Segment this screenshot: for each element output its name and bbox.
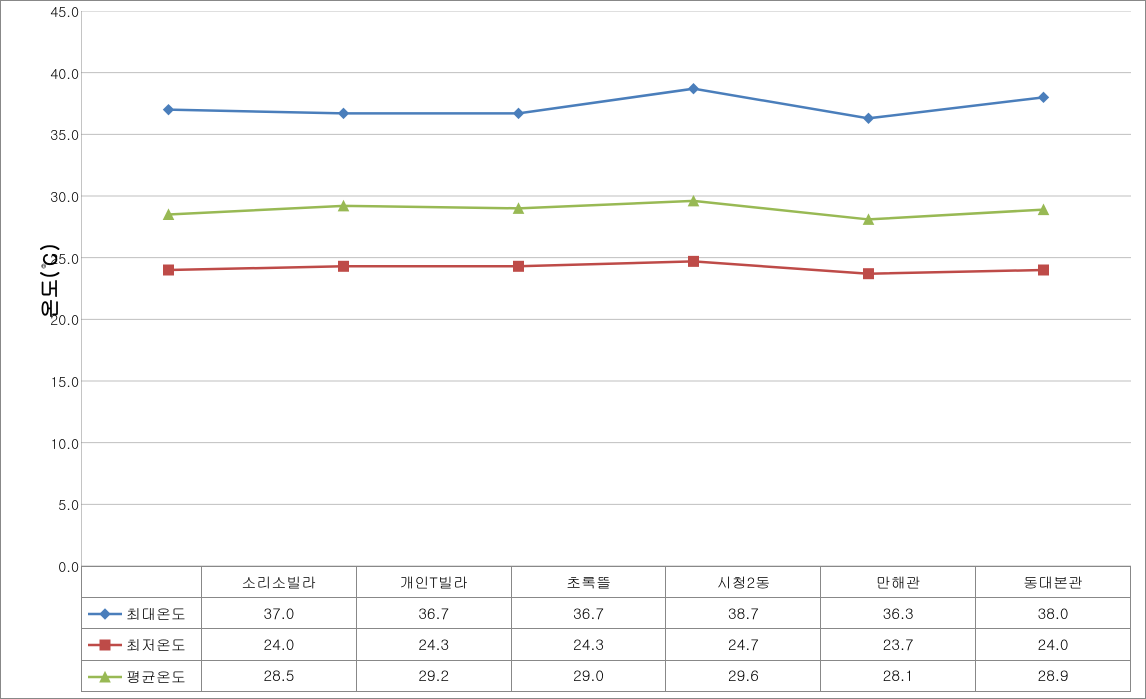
table-value-cell: 36.3	[821, 598, 976, 629]
y-tick-label: 10.0	[39, 433, 79, 453]
table-value-cell: 36.7	[356, 598, 511, 629]
y-tick-label: 45.0	[39, 1, 79, 21]
table-category-header: 동대본관	[976, 567, 1131, 598]
table-row: 최저온도24.024.324.324.723.724.0	[82, 629, 1131, 660]
legend-cell: 최대온도	[82, 598, 202, 629]
table-row: 평균온도 28.529.229.029.628.128.9	[82, 660, 1131, 691]
y-tick-label: 15.0	[39, 371, 79, 391]
table-value-cell: 37.0	[202, 598, 357, 629]
plot-area	[81, 11, 1131, 566]
table-value-cell: 24.0	[202, 629, 357, 660]
y-tick-label: 5.0	[39, 494, 79, 514]
legend-swatch-icon	[88, 607, 122, 621]
y-axis-ticks: 0.05.010.015.020.025.030.035.040.045.0	[39, 11, 79, 566]
data-table: 소리소빌라개인T빌라초록뜰시청2동만해관동대본관최대온도37.036.736.7…	[81, 566, 1131, 692]
table-value-cell: 23.7	[821, 629, 976, 660]
table-corner-cell	[82, 567, 202, 598]
table-category-header: 개인T빌라	[356, 567, 511, 598]
legend-swatch-icon	[88, 638, 122, 652]
y-tick-label: 0.0	[39, 556, 79, 576]
table-category-header: 소리소빌라	[202, 567, 357, 598]
legend-label: 최대온도	[126, 603, 186, 624]
chart-container: 온도(℃) 0.05.010.015.020.025.030.035.040.0…	[0, 0, 1146, 699]
table-value-cell: 29.2	[356, 660, 511, 691]
y-tick-label: 25.0	[39, 248, 79, 268]
table-value-cell: 24.0	[976, 629, 1131, 660]
table-value-cell: 24.7	[666, 629, 821, 660]
table-value-cell: 38.0	[976, 598, 1131, 629]
table-value-cell: 28.9	[976, 660, 1131, 691]
table-category-header: 만해관	[821, 567, 976, 598]
table-value-cell: 28.1	[821, 660, 976, 691]
table-header-row: 소리소빌라개인T빌라초록뜰시청2동만해관동대본관	[82, 567, 1131, 598]
plot-svg	[81, 11, 1131, 566]
y-tick-label: 20.0	[39, 309, 79, 329]
table-category-header: 시청2동	[666, 567, 821, 598]
table-value-cell: 28.5	[202, 660, 357, 691]
y-tick-label: 40.0	[39, 63, 79, 83]
y-tick-label: 35.0	[39, 124, 79, 144]
legend-label: 최저온도	[126, 635, 186, 656]
table-row: 최대온도37.036.736.738.736.338.0	[82, 598, 1131, 629]
legend-label: 평균온도	[126, 666, 186, 687]
legend-swatch-icon	[88, 670, 122, 684]
y-tick-label: 30.0	[39, 186, 79, 206]
table-value-cell: 24.3	[511, 629, 666, 660]
legend-cell: 최저온도	[82, 629, 202, 660]
table-category-header: 초록뜰	[511, 567, 666, 598]
legend-cell: 평균온도	[82, 660, 202, 691]
table-value-cell: 36.7	[511, 598, 666, 629]
table-value-cell: 38.7	[666, 598, 821, 629]
table-value-cell: 29.6	[666, 660, 821, 691]
table-value-cell: 24.3	[356, 629, 511, 660]
table-value-cell: 29.0	[511, 660, 666, 691]
